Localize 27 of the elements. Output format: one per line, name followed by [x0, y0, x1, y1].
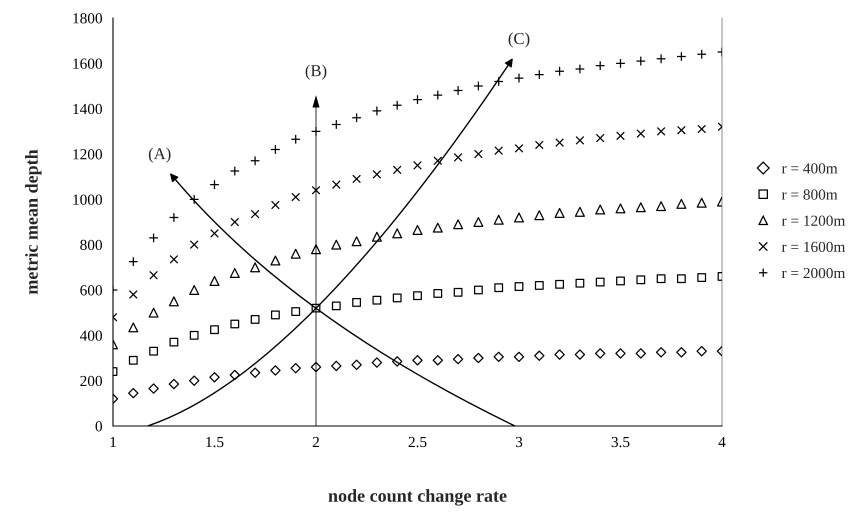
y-tick-label: 1200: [73, 149, 102, 160]
x-tick-label: 4: [718, 436, 726, 448]
annotation: (B): [306, 64, 326, 80]
y-tick-label: 1400: [73, 104, 102, 114]
x-tick-label: 2.5: [408, 436, 426, 448]
y-tick-label: 0: [96, 421, 102, 432]
x-tick-label: 1: [110, 436, 116, 448]
legend-label: r = 1200m: [782, 216, 846, 226]
x-axis-title: node count change rate: [328, 489, 507, 506]
y-tick-label: 1000: [73, 194, 102, 205]
legend-label: r = 1600m: [782, 242, 846, 252]
annotation: (C): [508, 32, 530, 48]
y-tick-label: 400: [80, 330, 102, 341]
x-tick-label: 3.5: [612, 436, 630, 448]
x-tick-label: 3: [516, 436, 522, 448]
y-tick-label: 800: [80, 240, 102, 250]
x-tick-label: 2: [312, 436, 319, 448]
legend-label: r = 800m: [782, 189, 838, 200]
y-tick-label: 200: [80, 376, 102, 386]
annotation: (A): [148, 148, 171, 163]
y-tick-label: 1600: [73, 58, 102, 69]
y-axis-title: metric mean depth: [25, 150, 42, 294]
legend-label: r = 400m: [782, 163, 838, 174]
y-tick-label: 1800: [73, 13, 102, 24]
x-tick-label: 1.5: [206, 436, 224, 448]
y-tick-label: 600: [80, 285, 102, 296]
legend-label: r = 2000m: [782, 268, 846, 278]
